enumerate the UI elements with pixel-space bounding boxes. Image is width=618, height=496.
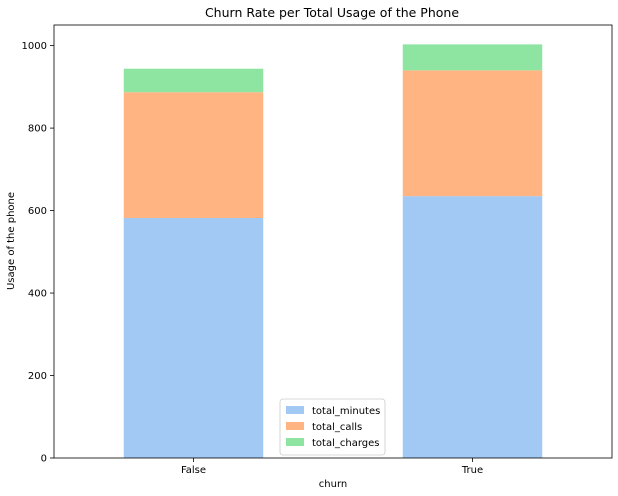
legend-label-total_minutes: total_minutes [312,406,380,417]
y-tick-label: 600 [28,206,47,217]
x-axis-label: churn [319,479,347,490]
bar-total_minutes-True [402,196,543,458]
y-axis: 0 200 400 600 800 1000 [22,41,54,465]
x-tick-label: False [181,465,206,476]
legend-swatch-total_calls [286,422,304,430]
legend-box [279,398,386,456]
bar-total_calls-False [123,92,264,218]
legend-swatch-total_charges [286,438,304,446]
y-axis-label: Usage of the phone [6,192,17,290]
legend-label-total_calls: total_calls [312,422,362,433]
x-axis: False True [181,458,483,476]
bar-total_charges-True [402,44,543,71]
bars-group [123,44,543,458]
legend: total_minutes total_calls total_charges [279,398,386,456]
bar-total_calls-True [402,70,543,197]
plot-frame [53,24,613,459]
y-tick-label: 1000 [22,41,47,52]
chart-title: Churn Rate per Total Usage of the Phone [205,5,459,20]
x-tick-label: True [461,465,483,476]
y-tick-label: 200 [28,371,47,382]
legend-label-total_charges: total_charges [312,438,379,449]
bar-total_minutes-False [123,217,264,458]
bar-total_charges-False [123,68,264,93]
y-tick-label: 400 [28,289,47,300]
legend-swatch-total_minutes [286,406,304,414]
y-tick-label: 800 [28,124,47,135]
y-tick-label: 0 [41,454,47,465]
